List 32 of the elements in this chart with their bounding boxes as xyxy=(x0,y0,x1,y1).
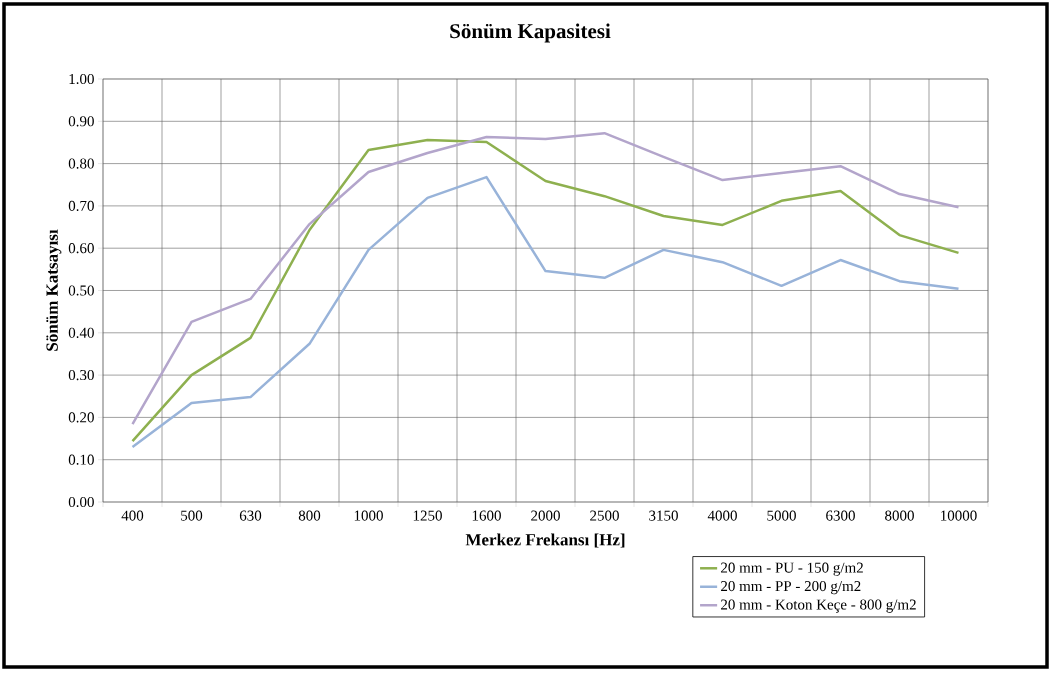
chart-title: Sönüm Kapasitesi xyxy=(450,23,611,43)
x-tick-label: 6300 xyxy=(826,510,855,521)
x-tick-label: 10000 xyxy=(941,510,977,521)
y-tick-label: 0.20 xyxy=(68,412,94,423)
x-tick-label: 1600 xyxy=(472,510,501,521)
y-tick-label: 0.90 xyxy=(68,116,94,127)
x-tick-label: 3150 xyxy=(649,510,678,521)
y-axis-title: Sönüm Katsayısı xyxy=(46,229,62,351)
x-axis-title: Merkez Frekansı [Hz] xyxy=(465,533,625,548)
y-tick-label: 0.60 xyxy=(68,243,94,254)
legend-label: 20 mm - PP - 200 g/m2 xyxy=(721,581,861,595)
x-tick-label: 400 xyxy=(121,510,144,521)
x-tick-label: 800 xyxy=(298,510,321,521)
legend-label: 20 mm - PU - 150 g/m2 xyxy=(721,562,863,576)
x-tick-label: 2000 xyxy=(531,510,560,521)
y-tick-label: 0.10 xyxy=(68,454,94,465)
x-tick-label: 2500 xyxy=(590,510,619,521)
y-tick-label: 0.80 xyxy=(68,158,94,169)
x-tick-label: 1000 xyxy=(354,510,383,521)
y-tick-label: 1.00 xyxy=(69,73,94,85)
y-tick-label: 0.30 xyxy=(68,370,94,381)
x-tick-label: 1250 xyxy=(413,510,442,521)
x-tick-label: 5000 xyxy=(767,510,796,521)
y-tick-label: 0.40 xyxy=(68,327,94,338)
y-tick-label: 0.50 xyxy=(68,285,94,296)
legend-label: 20 mm - Koton Keçe - 800 g/m2 xyxy=(721,599,916,613)
x-tick-label: 630 xyxy=(239,510,262,521)
x-tick-label: 4000 xyxy=(707,510,737,521)
y-tick-label: 0.70 xyxy=(68,200,94,211)
x-tick-label: 8000 xyxy=(885,510,914,521)
y-tick-label: 0.00 xyxy=(68,496,94,508)
x-tick-label: 500 xyxy=(181,510,203,521)
